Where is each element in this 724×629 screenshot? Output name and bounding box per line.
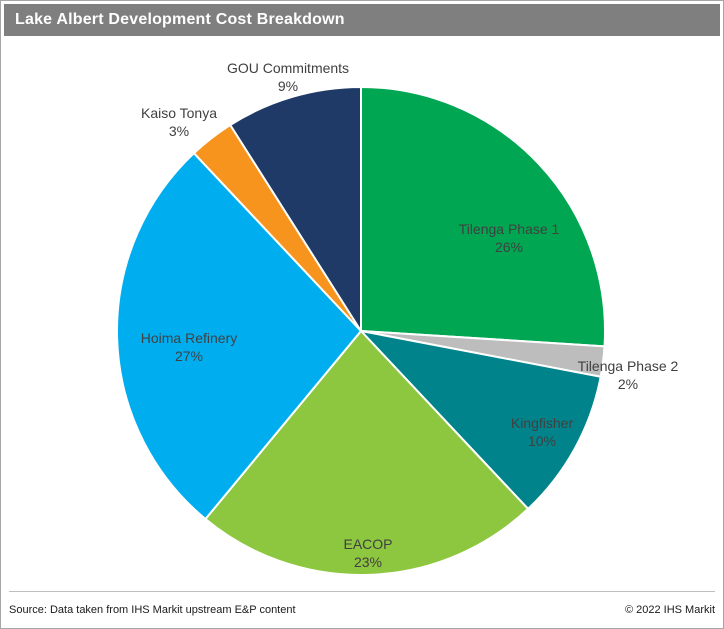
source-note: Source: Data taken from IHS Markit upstr… (9, 604, 296, 616)
pie-chart: Tilenga Phase 1 26% Tilenga Phase 2 2%Kingf… (116, 60, 679, 576)
slice-label-kaiso-tonya: Kaiso Tonya 3% (141, 105, 217, 139)
slice-label-eacop: EACOP 23% (343, 536, 392, 570)
slice-label-gou-commitments: GOU Commitments 9% (227, 60, 349, 94)
pie-slice-hoima-refinery (116, 152, 362, 521)
pie-slice-gou-commitments (229, 86, 362, 332)
pie-slice-kingfisher (360, 330, 602, 510)
chart-footer: Source: Data taken from IHS Markit upstr… (9, 591, 715, 628)
slice-label-kingfisher: Kingfisher 10% (511, 415, 574, 449)
slice-label-tilenga-phase-1: Tilenga Phase 1 26% (459, 221, 560, 255)
slice-label-hoima-refinery: Hoima Refinery 27% (141, 330, 237, 364)
chart-title-bar: Lake Albert Development Cost Breakdown (4, 4, 720, 36)
chart-title: Lake Albert Development Cost Breakdown (15, 11, 345, 28)
pie-slice-eacop (204, 330, 530, 576)
copyright-note: © 2022 IHS Markit (624, 604, 715, 616)
pie-slice-tilenga-phase-1 (360, 86, 606, 348)
slice-label-tilenga-phase-2: Tilenga Phase 2 2% (578, 358, 679, 392)
